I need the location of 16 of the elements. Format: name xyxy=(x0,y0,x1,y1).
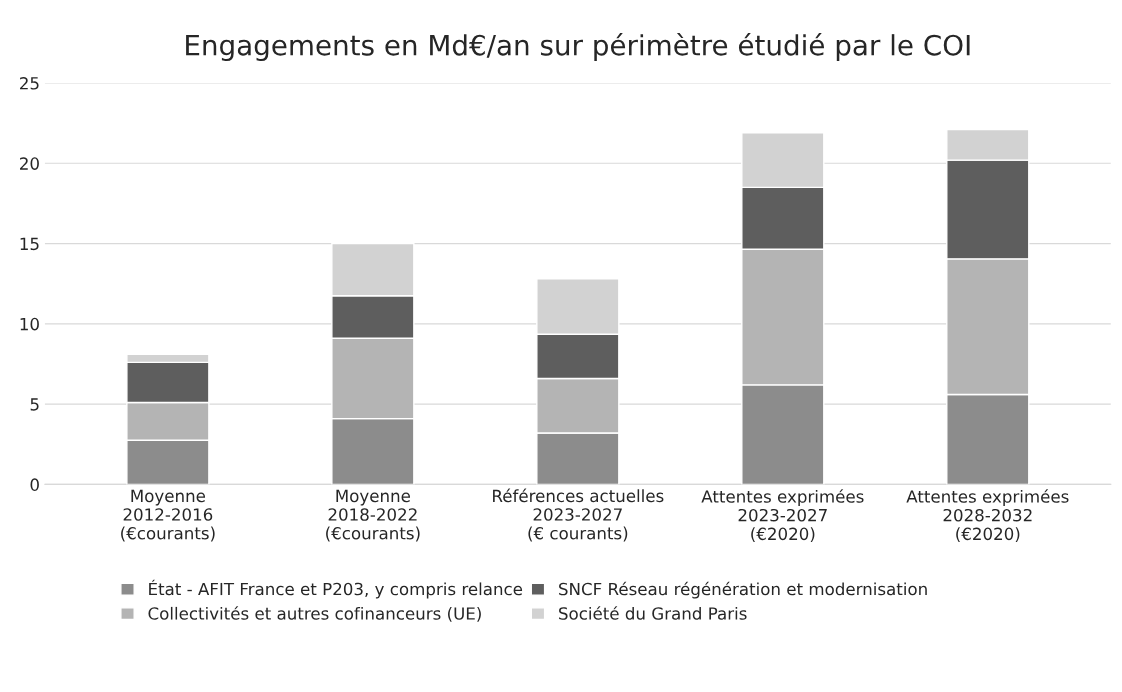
y-tick-label: 5 xyxy=(30,398,39,411)
legend-label: SNCF Réseau régénération et modernisation xyxy=(559,581,927,599)
chart-title: Engagements en Md€/an sur périmètre étudié par le COI xyxy=(186,33,970,62)
x-tick-label: Moyenne 2018-2022 (€courants) xyxy=(326,489,420,542)
x-tick-label: Moyenne 2012-2016 (€courants) xyxy=(121,489,215,542)
y-tick-label: 10 xyxy=(20,317,39,331)
y-tick-label: 15 xyxy=(20,237,39,251)
x-tick-label: Attentes exprimées 2028-2032 (€2020) xyxy=(906,489,1069,543)
y-tick-label: 25 xyxy=(20,77,39,90)
y-tick-label: 20 xyxy=(20,157,39,170)
x-tick-label: Attentes exprimées 2023-2027 (€2020) xyxy=(701,489,864,543)
legend-label: État - AFIT France et P203, y compris relance xyxy=(149,579,523,599)
x-tick-label: Références actuelles 2023-2027 (€ courants) xyxy=(493,488,664,542)
legend-label: Société du Grand Paris xyxy=(559,606,747,620)
y-tick-label: 0 xyxy=(30,478,39,491)
legend-label: Collectivités et autres cofinanceurs (UE) xyxy=(148,606,481,622)
